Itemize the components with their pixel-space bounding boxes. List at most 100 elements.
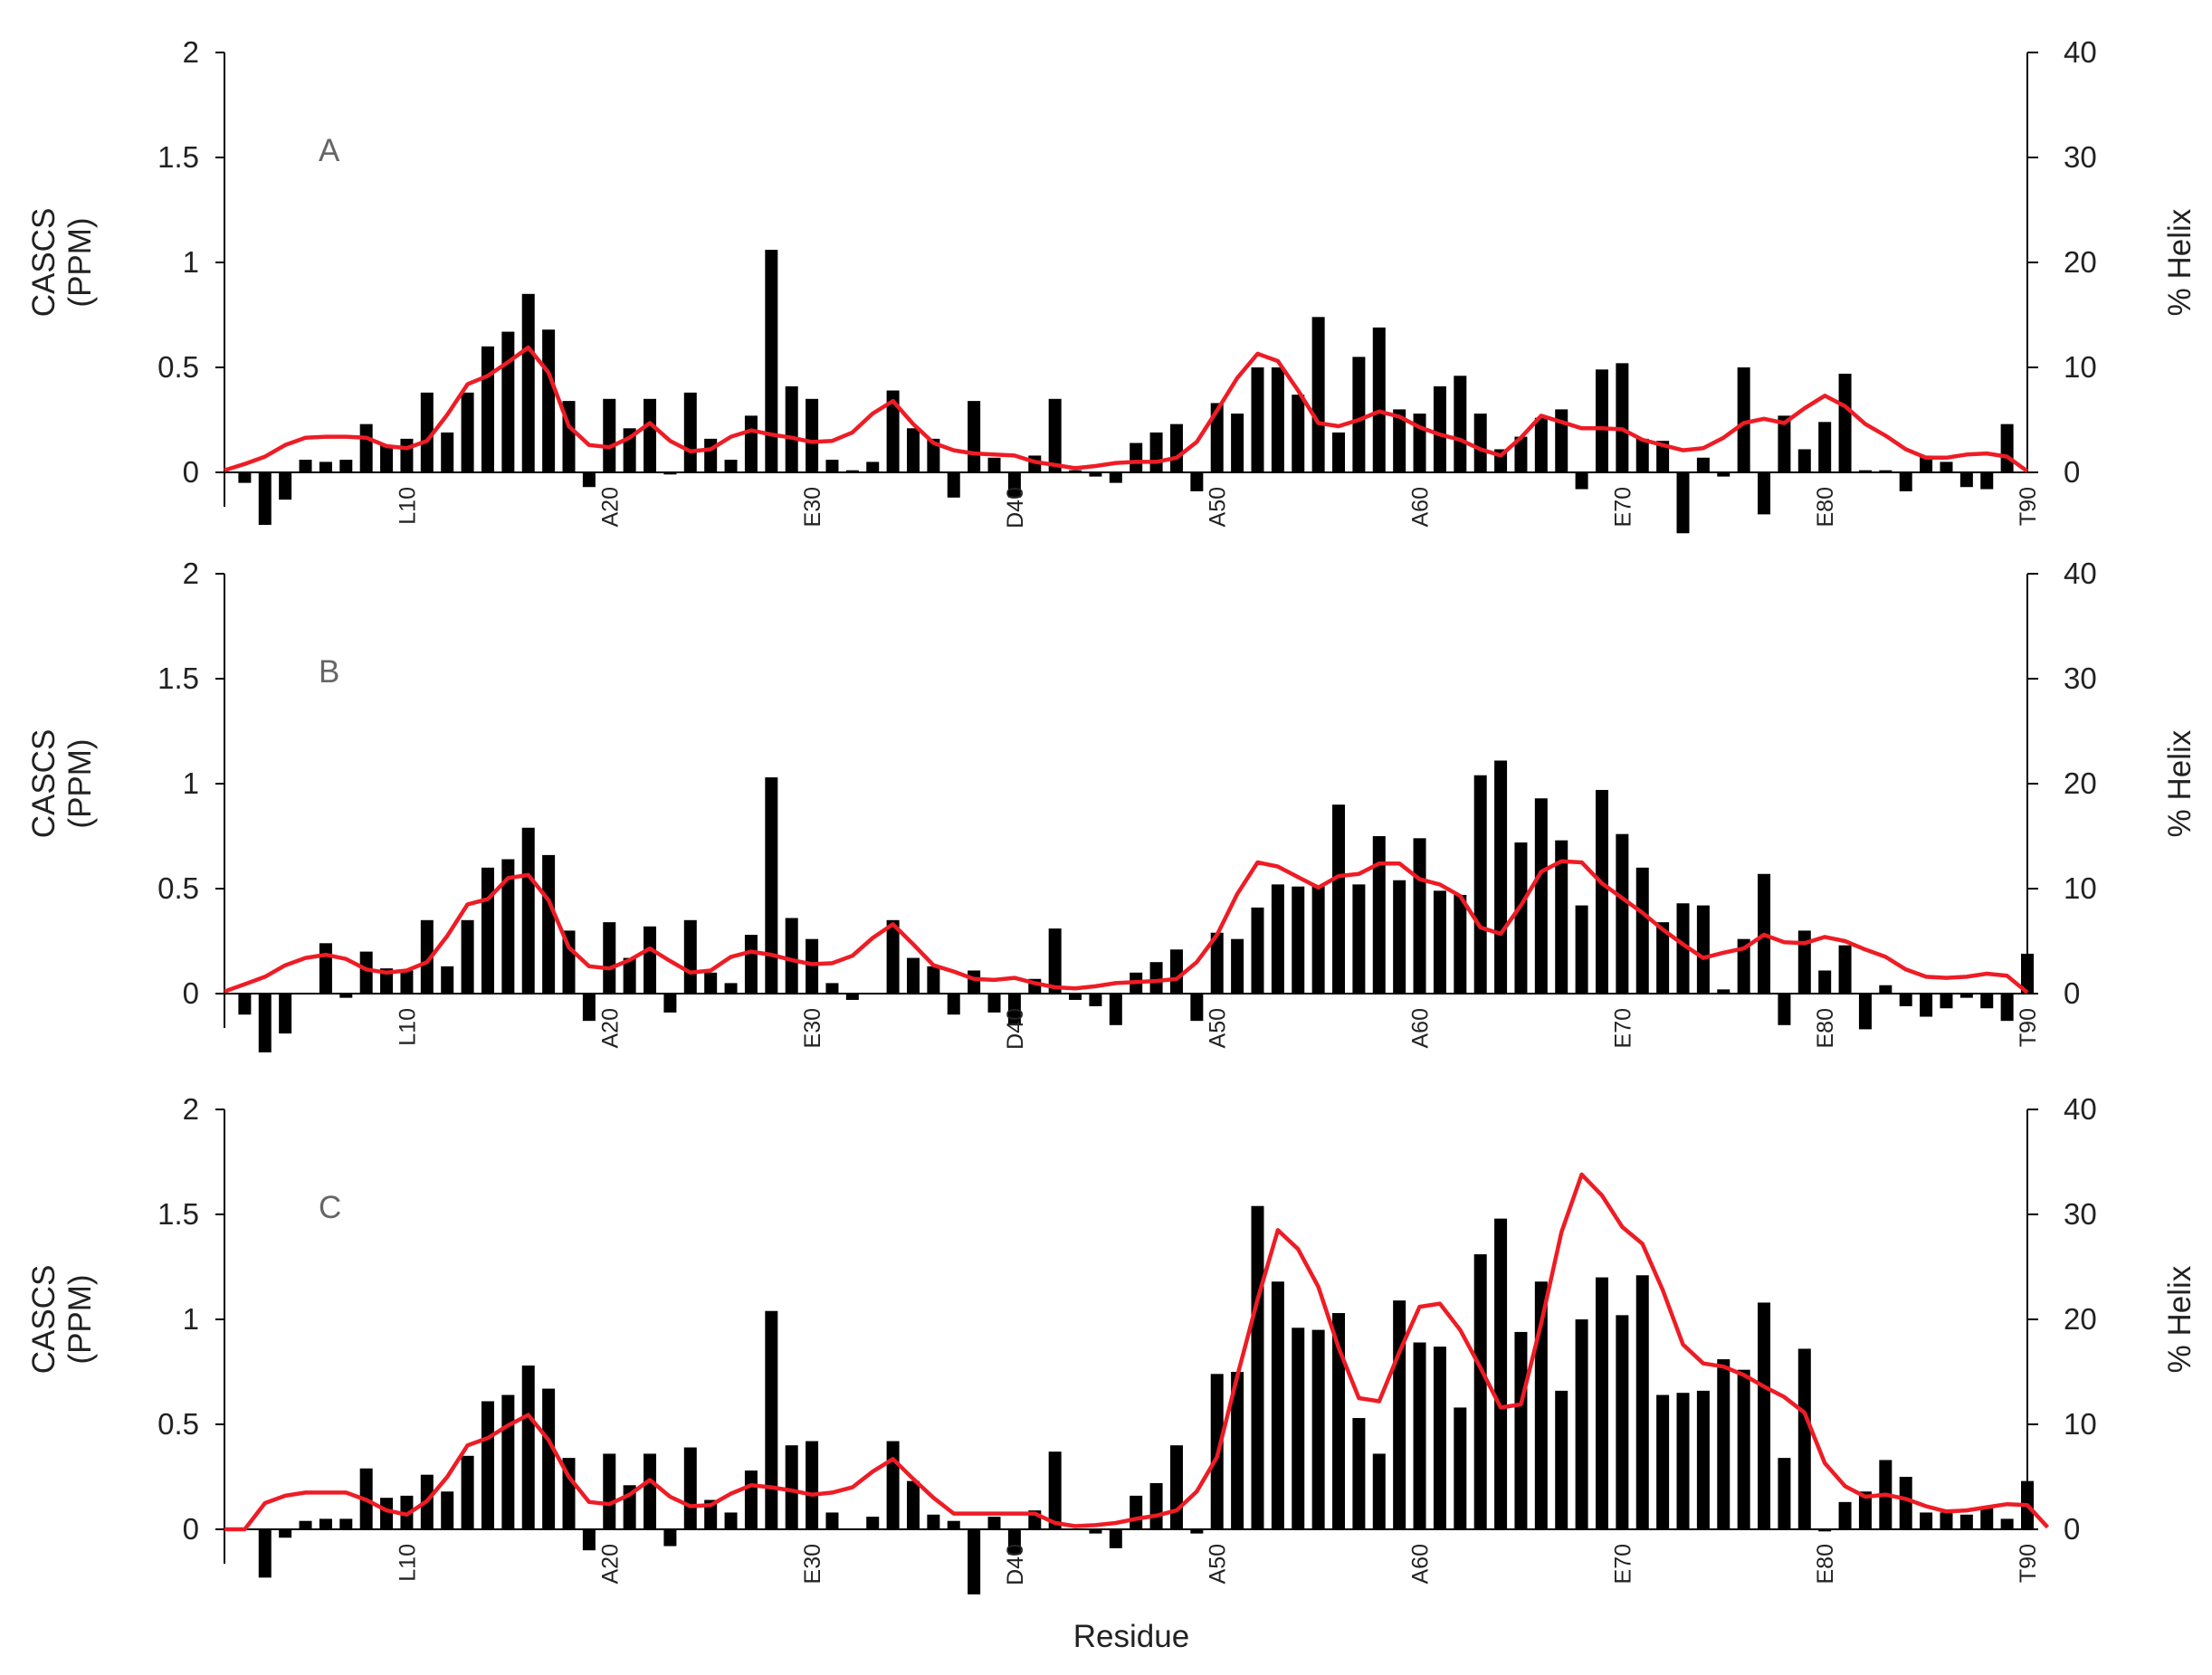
bar (927, 1514, 940, 1529)
bar (1920, 455, 1933, 472)
bar (785, 918, 798, 994)
bar (1818, 1529, 1832, 1532)
bar (1595, 1277, 1608, 1529)
bar (1393, 409, 1406, 472)
left-y-tick-label: 1.5 (157, 140, 199, 174)
x-axis-title: Residue (1073, 1619, 1189, 1654)
bar (1251, 1205, 1264, 1529)
x-tick-label: E80 (1813, 1544, 1838, 1584)
x-tick-label: A60 (1408, 1544, 1434, 1584)
bar (1797, 1348, 1811, 1529)
bar (906, 1480, 920, 1529)
left-y-tick-label: 0 (183, 1512, 199, 1546)
left-axis-title-line2: (PPM) (62, 217, 98, 307)
bar (806, 398, 819, 472)
bar (400, 970, 414, 994)
bar (1656, 922, 1670, 994)
x-tick-label: D40 (1003, 1008, 1028, 1050)
bar (1332, 432, 1346, 472)
bar (947, 472, 960, 498)
bar (1899, 994, 1912, 1006)
bar (1797, 449, 1811, 472)
bar (866, 1517, 880, 1529)
bar (968, 1529, 981, 1594)
x-tick-label: A50 (1206, 487, 1231, 527)
right-y-tick-label: 20 (2064, 1302, 2097, 1336)
x-tick-label: D40 (1003, 487, 1028, 528)
bar (806, 1441, 819, 1529)
bar (1352, 1418, 1366, 1529)
bar (1130, 1495, 1143, 1529)
bar (1656, 1394, 1670, 1529)
bar (987, 457, 1001, 472)
right-y-tick-label: 0 (2064, 976, 2080, 1010)
bar (359, 424, 373, 472)
x-tick-label: A50 (1206, 1008, 1231, 1048)
left-y-tick-label: 0 (183, 976, 199, 1010)
left-y-tick-label: 2 (183, 1092, 199, 1126)
bar (1696, 905, 1710, 994)
bar (1433, 890, 1446, 994)
bar (1169, 424, 1183, 472)
bar (1473, 775, 1487, 994)
bar (825, 983, 839, 994)
bar (461, 392, 474, 472)
bar (400, 438, 414, 472)
x-tick-label: E30 (800, 487, 825, 527)
left-y-tick-label: 2 (183, 557, 199, 590)
bar (987, 1517, 1001, 1529)
left-y-tick-label: 1.5 (157, 661, 199, 695)
bar (1940, 994, 1953, 1009)
bar (947, 1520, 960, 1529)
bar (1332, 1313, 1346, 1529)
bar (1210, 403, 1224, 472)
left-y-tick-label: 0.5 (157, 350, 199, 384)
bar (1838, 945, 1852, 994)
bar (359, 951, 373, 994)
bar (906, 428, 920, 472)
bar (1433, 1347, 1446, 1529)
x-tick-label: D40 (1003, 1544, 1028, 1585)
bar (441, 966, 454, 994)
left-y-tick-label: 1 (183, 1302, 199, 1336)
bar (663, 1529, 677, 1547)
x-tick-label: E70 (1610, 1544, 1635, 1584)
x-tick-label: L10 (395, 1008, 420, 1046)
bar (1920, 1512, 1933, 1529)
bar (1595, 789, 1608, 994)
bar (1311, 886, 1325, 994)
bar (825, 1512, 839, 1529)
bar (319, 1518, 332, 1529)
bar (258, 1529, 272, 1578)
bar (258, 994, 272, 1052)
left-y-tick-label: 0.5 (157, 1407, 199, 1441)
x-tick-label: T90 (2016, 487, 2041, 526)
right-y-tick-label: 30 (2064, 1197, 2097, 1231)
bar (1271, 1281, 1284, 1529)
bar (1696, 1390, 1710, 1529)
bar (420, 919, 434, 994)
x-tick-label: E70 (1610, 487, 1635, 527)
bar (1959, 994, 1973, 998)
bar (1089, 994, 1102, 1006)
x-tick-label: T90 (2016, 1008, 2041, 1047)
x-tick-label: L10 (395, 487, 420, 525)
bar (806, 938, 819, 994)
bar (1676, 472, 1690, 534)
left-y-tick-label: 0 (183, 455, 199, 489)
bar (1048, 1451, 1062, 1529)
bar (582, 1529, 596, 1551)
bar (1555, 1390, 1568, 1529)
x-tick-label: A20 (597, 1008, 623, 1048)
bar (1311, 1329, 1325, 1529)
bar (1980, 1508, 1994, 1529)
left-y-tick-label: 1 (183, 245, 199, 279)
right-axis-title: % Helix (2162, 208, 2198, 316)
bar (1109, 994, 1122, 1025)
bar (1818, 970, 1832, 994)
bar (1676, 1393, 1690, 1529)
bar (1534, 417, 1548, 472)
right-y-tick-label: 20 (2064, 766, 2097, 800)
